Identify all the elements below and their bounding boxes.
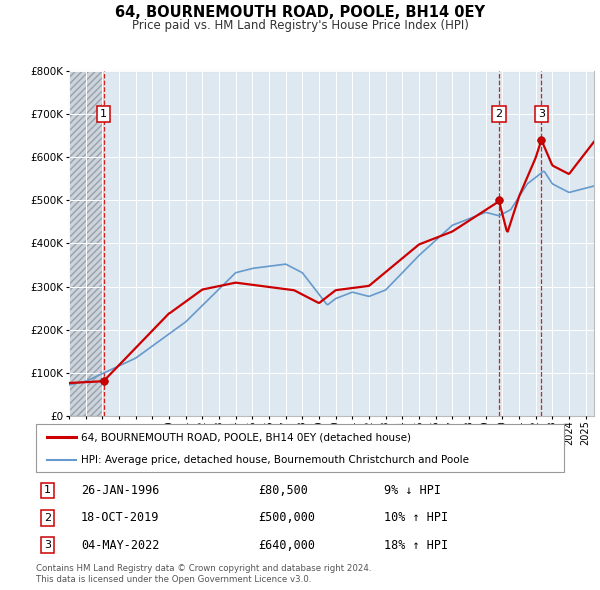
Text: 18% ↑ HPI: 18% ↑ HPI bbox=[385, 539, 449, 552]
Text: 2: 2 bbox=[495, 109, 502, 119]
Text: 64, BOURNEMOUTH ROAD, POOLE, BH14 0EY: 64, BOURNEMOUTH ROAD, POOLE, BH14 0EY bbox=[115, 5, 485, 19]
Text: 04-MAY-2022: 04-MAY-2022 bbox=[81, 539, 159, 552]
Text: £80,500: £80,500 bbox=[258, 484, 308, 497]
Text: 9% ↓ HPI: 9% ↓ HPI bbox=[385, 484, 442, 497]
Bar bbox=[69, 71, 103, 416]
Text: Contains HM Land Registry data © Crown copyright and database right 2024.: Contains HM Land Registry data © Crown c… bbox=[36, 564, 371, 573]
Text: 26-JAN-1996: 26-JAN-1996 bbox=[81, 484, 159, 497]
Bar bbox=[69, 71, 103, 416]
Text: 1: 1 bbox=[100, 109, 107, 119]
Text: £640,000: £640,000 bbox=[258, 539, 315, 552]
Text: 2: 2 bbox=[44, 513, 51, 523]
Text: This data is licensed under the Open Government Licence v3.0.: This data is licensed under the Open Gov… bbox=[36, 575, 311, 584]
Text: 18-OCT-2019: 18-OCT-2019 bbox=[81, 511, 159, 525]
Text: 64, BOURNEMOUTH ROAD, POOLE, BH14 0EY (detached house): 64, BOURNEMOUTH ROAD, POOLE, BH14 0EY (d… bbox=[81, 432, 411, 442]
FancyBboxPatch shape bbox=[36, 424, 564, 472]
Text: 10% ↑ HPI: 10% ↑ HPI bbox=[385, 511, 449, 525]
Text: £500,000: £500,000 bbox=[258, 511, 315, 525]
Text: HPI: Average price, detached house, Bournemouth Christchurch and Poole: HPI: Average price, detached house, Bour… bbox=[81, 455, 469, 465]
Text: 1: 1 bbox=[44, 486, 51, 496]
Text: 3: 3 bbox=[538, 109, 545, 119]
Text: 3: 3 bbox=[44, 540, 51, 550]
Text: Price paid vs. HM Land Registry's House Price Index (HPI): Price paid vs. HM Land Registry's House … bbox=[131, 19, 469, 32]
